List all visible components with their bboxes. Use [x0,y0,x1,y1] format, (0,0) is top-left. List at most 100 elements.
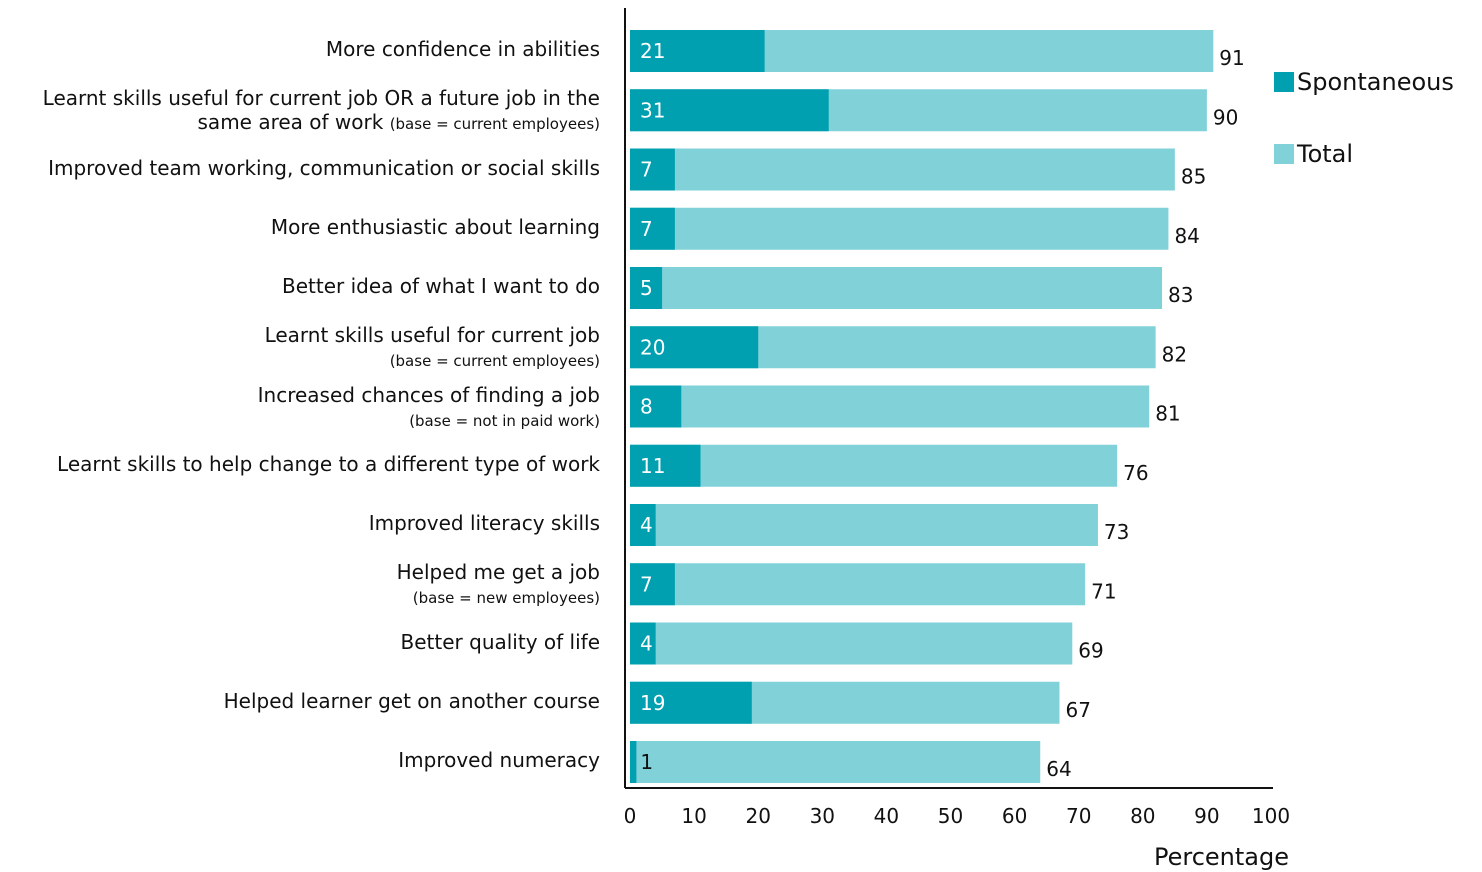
value-label-total-2: 85 [1181,165,1206,189]
value-label-total-0: 91 [1219,46,1244,70]
category-label-3: More enthusiastic about learning [271,215,600,239]
value-label-spontaneous-4: 5 [640,276,653,300]
category-label-0: More confidence in abilities [326,37,600,61]
bar-spontaneous-7 [630,444,701,487]
x-tick-label-30: 30 [810,804,835,828]
value-label-spontaneous-10: 4 [640,632,653,656]
category-label-9: Helped me get a job (base = new employees… [397,560,600,610]
x-tick-label-70: 70 [1066,804,1091,828]
x-tick-label-40: 40 [874,804,899,828]
bar-spontaneous-9 [630,563,675,606]
x-tick-label-60: 60 [1002,804,1027,828]
x-tick-label-10: 10 [681,804,706,828]
category-label-main: Learnt skills useful for current job [264,323,600,348]
value-label-total-5: 82 [1162,342,1187,366]
bar-spontaneous-2 [630,148,675,191]
category-label-main: Improved literacy skills [368,511,600,535]
legend-item-total: Total [1274,140,1353,168]
category-label-second-line: (base = not in paid work) [258,407,600,433]
category-label-second-line: (base = current employees) [265,347,600,373]
category-label-main: Improved team working, communication or … [48,155,600,180]
category-label-main: More confidence in abilities [325,37,600,61]
category-label-2: Improved team working, communication or … [48,156,600,180]
category-label-10: Better quality of life [401,630,600,654]
value-label-total-4: 83 [1168,283,1193,307]
bar-spontaneous-3 [630,207,675,250]
value-labels-group: 21 91 31 90 7 85 7 84 5 83 20 82 8 81 11 76 4 73 7 71 4 69 19 6… [640,39,1245,781]
x-tick-label-0: 0 [624,804,637,828]
x-axis-title: Percentage [1154,843,1290,871]
value-label-spontaneous-12: 1 [640,750,653,774]
value-label-spontaneous-11: 19 [640,691,665,715]
category-label-main: Improved numeracy [398,748,600,772]
bar-spontaneous-8 [630,504,656,546]
legend-item-spontaneous: Spontaneous [1274,68,1454,96]
category-label-1: Learnt skills useful for current job OR … [43,86,600,136]
value-label-total-10: 69 [1078,639,1103,663]
x-tick-label-90: 90 [1194,804,1219,828]
legend-swatch-total [1274,144,1294,164]
bar-total-6 [630,385,1150,428]
value-label-spontaneous-6: 8 [640,395,653,419]
value-label-total-3: 84 [1174,224,1199,248]
category-label-5: Learnt skills useful for current job (bas… [265,323,600,373]
value-label-spontaneous-3: 7 [640,217,653,241]
category-label-main: Learnt skills to help change to a differ… [57,451,600,476]
value-label-total-7: 76 [1123,461,1148,485]
category-label-11: Helped learner get on another course [224,689,600,713]
category-label-second-line: (base = new employees) [397,584,600,610]
bar-total-2 [630,148,1175,191]
bars-group [630,30,1214,783]
x-tick-label-20: 20 [745,804,770,828]
bar-spontaneous-6 [630,385,682,428]
value-label-total-6: 81 [1155,402,1180,426]
x-tick-labels-group: 0 10 20 30 40 50 60 70 80 90 100 [624,804,1290,828]
category-label-7: Learnt skills to help change to a differ… [57,452,600,476]
category-label-main-cont: same area of work [197,110,390,135]
category-label-base-note: (base = current employees) [389,115,600,134]
category-label-base-note: (base = current employees) [389,352,600,371]
category-label-main: More enthusiastic about learning [270,214,600,239]
bar-total-8 [630,504,1098,546]
bar-spontaneous-10 [630,622,656,665]
bar-total-7 [630,444,1118,487]
category-label-main: Learnt skills useful for current job OR … [42,86,600,111]
value-label-total-1: 90 [1213,105,1238,129]
category-label-main: Better quality of life [400,629,600,654]
bar-total-12 [630,741,1041,783]
value-label-spontaneous-8: 4 [640,513,653,537]
bar-total-9 [630,563,1086,606]
category-label-base-note: (base = not in paid work) [409,411,600,430]
category-label-4: Better idea of what I want to do [282,274,600,298]
bar-spontaneous-0 [630,30,765,72]
category-label-second-line: same area of work (base = current employ… [43,110,600,136]
bar-total-3 [630,207,1169,250]
category-label-main: Helped me get a job [396,560,600,585]
value-label-spontaneous-0: 21 [640,39,665,63]
category-label-6: Increased chances of finding a job (base … [258,383,600,433]
category-label-12: Improved numeracy [398,748,600,772]
legend-label-spontaneous: Spontaneous [1297,68,1454,96]
bar-spontaneous-11 [630,681,752,724]
category-label-main: Increased chances of finding a job [257,382,600,407]
bar-total-10 [630,622,1073,665]
value-label-spontaneous-1: 31 [640,98,665,122]
value-label-spontaneous-2: 7 [640,158,653,182]
category-label-main: Better idea of what I want to do [282,274,600,298]
value-label-total-8: 73 [1104,520,1129,544]
value-label-spontaneous-5: 20 [640,335,665,359]
value-label-spontaneous-9: 7 [640,572,653,596]
category-label-base-note: (base = new employees) [412,589,600,608]
bar-total-4 [630,267,1163,309]
bar-spontaneous-5 [630,326,759,369]
value-label-total-9: 71 [1091,579,1116,603]
value-label-total-11: 67 [1065,698,1090,722]
bar-spontaneous-1 [630,89,829,132]
x-tick-label-50: 50 [938,804,963,828]
bar-spontaneous-12 [630,741,637,783]
category-label-8: Improved literacy skills [369,511,600,535]
legend-label-total: Total [1297,140,1354,168]
x-tick-label-100: 100 [1252,804,1290,828]
bar-spontaneous-4 [630,267,663,309]
